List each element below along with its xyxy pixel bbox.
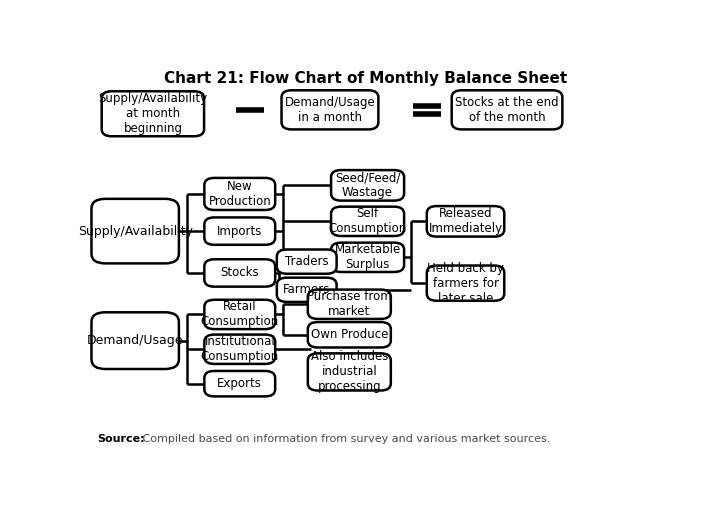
FancyBboxPatch shape (331, 207, 404, 236)
FancyBboxPatch shape (204, 300, 275, 329)
FancyBboxPatch shape (427, 206, 504, 237)
Text: Demand/Usage: Demand/Usage (87, 334, 183, 347)
Text: Institutional
Consumption: Institutional Consumption (201, 335, 279, 363)
Text: Traders: Traders (285, 255, 328, 268)
Text: Demand/Usage
in a month: Demand/Usage in a month (285, 96, 376, 124)
FancyBboxPatch shape (204, 217, 275, 245)
FancyBboxPatch shape (91, 312, 179, 369)
FancyBboxPatch shape (204, 335, 275, 364)
Text: Released
Immediately: Released Immediately (428, 207, 503, 235)
FancyBboxPatch shape (452, 90, 563, 130)
Text: Exports: Exports (217, 377, 262, 390)
Text: Self
Consumption: Self Consumption (328, 207, 407, 235)
FancyBboxPatch shape (281, 90, 378, 130)
FancyBboxPatch shape (204, 178, 275, 210)
Text: Also includes
industrial
processing: Also includes industrial processing (311, 351, 388, 393)
FancyBboxPatch shape (204, 259, 275, 287)
FancyBboxPatch shape (277, 278, 336, 302)
Text: Own Produce: Own Produce (311, 328, 388, 341)
FancyBboxPatch shape (204, 371, 275, 396)
Text: Supply/Availability: Supply/Availability (78, 225, 193, 238)
FancyBboxPatch shape (308, 354, 391, 391)
Text: Purchase from
market: Purchase from market (307, 290, 392, 318)
FancyBboxPatch shape (91, 199, 179, 263)
Text: Stocks at the end
of the month: Stocks at the end of the month (456, 96, 559, 124)
FancyBboxPatch shape (308, 322, 391, 347)
Text: Retail
Consumption: Retail Consumption (201, 300, 279, 329)
FancyBboxPatch shape (101, 91, 204, 136)
FancyBboxPatch shape (277, 249, 336, 274)
Text: Farmers: Farmers (283, 283, 331, 296)
Text: Marketable
Surplus: Marketable Surplus (334, 243, 401, 271)
Text: Supply/Availability
at month
beginning: Supply/Availability at month beginning (99, 92, 208, 135)
Text: Seed/Feed/
Wastage: Seed/Feed/ Wastage (335, 171, 401, 199)
FancyBboxPatch shape (331, 243, 404, 272)
Text: Chart 21: Flow Chart of Monthly Balance Sheet: Chart 21: Flow Chart of Monthly Balance … (164, 71, 568, 86)
FancyBboxPatch shape (308, 290, 391, 319)
Text: Imports: Imports (217, 225, 263, 238)
Text: New
Production: New Production (208, 180, 271, 208)
Text: Held back by
farmers for
later sale: Held back by farmers for later sale (427, 262, 504, 305)
Text: Source:: Source: (98, 433, 145, 443)
Text: Compiled based on information from survey and various market sources.: Compiled based on information from surve… (139, 433, 550, 443)
FancyBboxPatch shape (331, 170, 404, 201)
FancyBboxPatch shape (427, 266, 504, 301)
Text: Stocks: Stocks (221, 267, 259, 279)
